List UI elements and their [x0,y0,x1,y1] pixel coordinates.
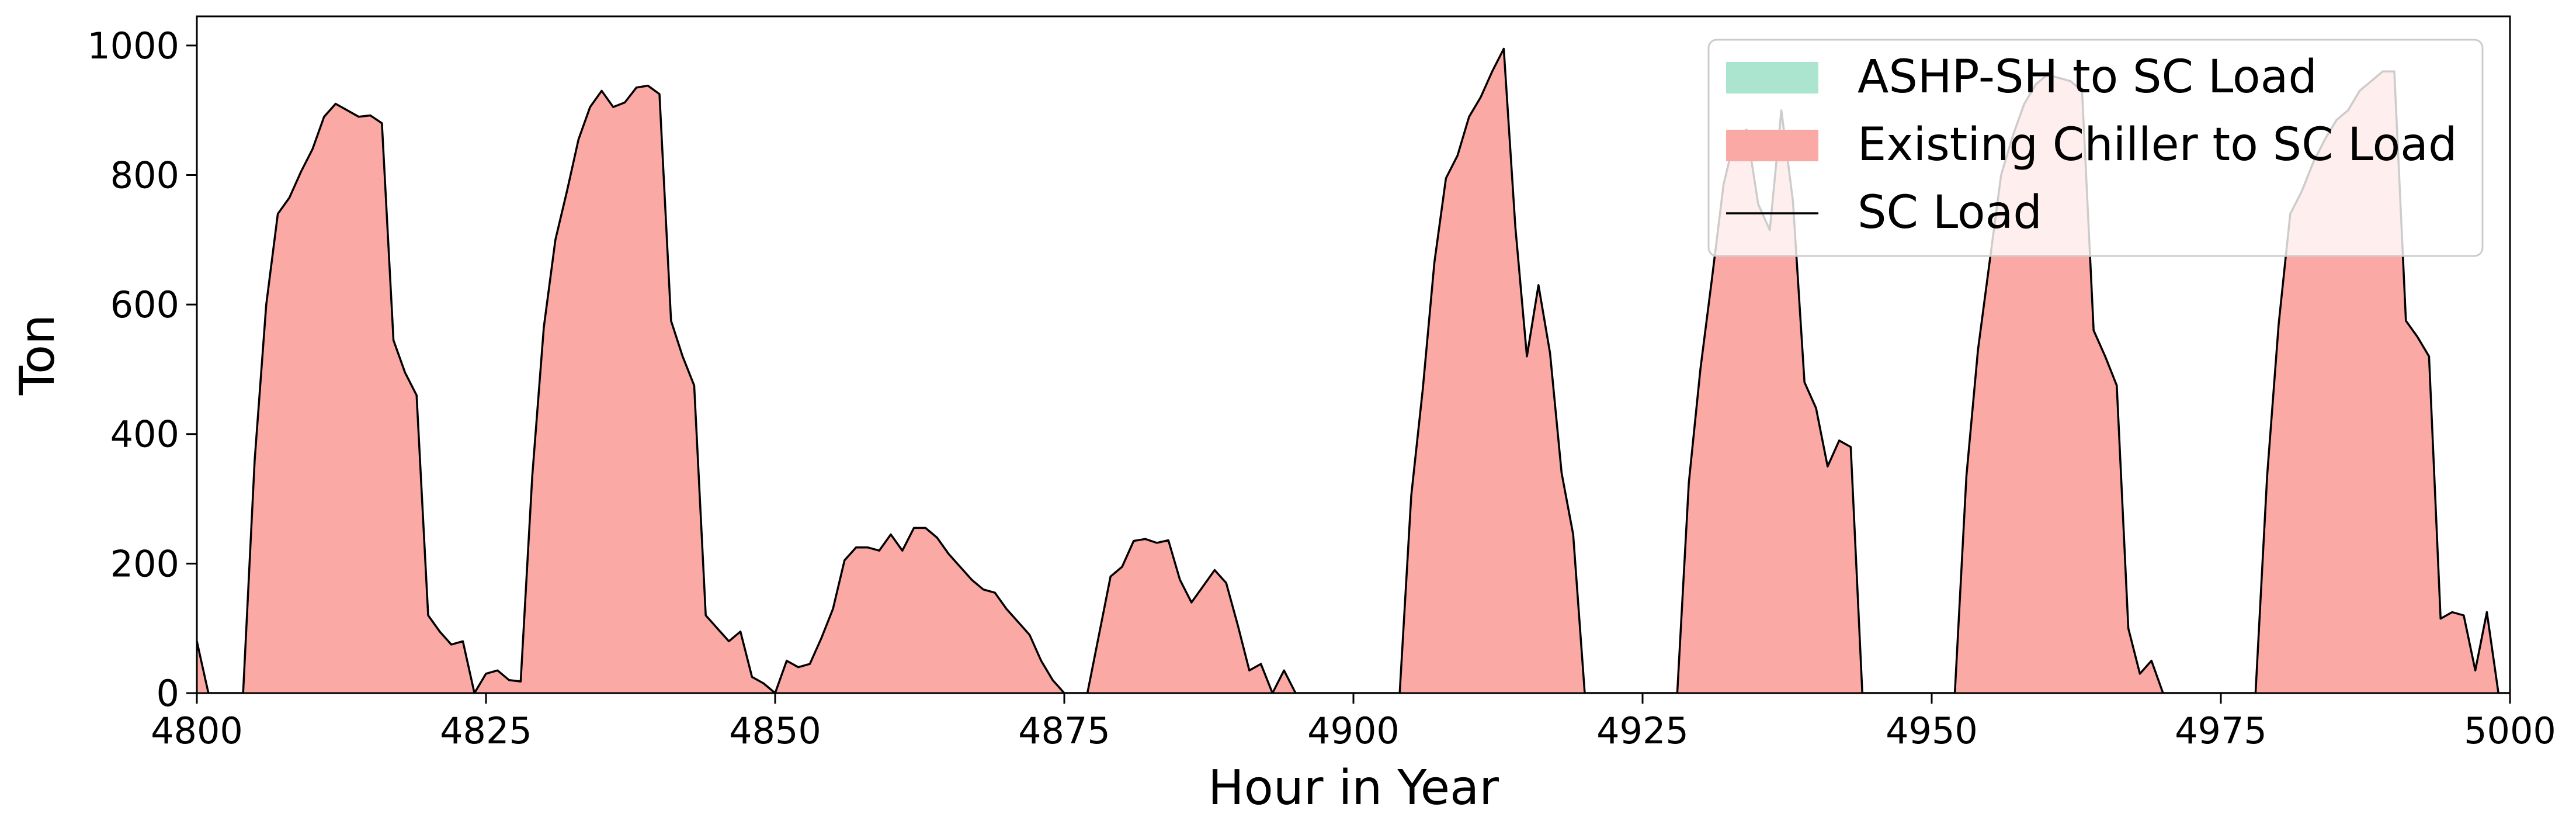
x-tick-label: 5000 [2464,709,2556,752]
y-axis-label: Ton [10,314,65,396]
x-tick-label: 4850 [729,709,821,752]
legend-item-ashp: ASHP-SH to SC Load [1726,51,2317,103]
area-existing-chiller-to-sc-load [197,49,2510,693]
x-tick-label: 4925 [1596,709,1689,752]
legend-label-load: SC Load [1858,186,2042,239]
x-tick-label: 4825 [440,709,532,752]
legend: ASHP-SH to SC Load Existing Chiller to SC… [1707,39,2484,257]
line-sc-load [197,47,2510,693]
y-tick-label: 1000 [87,25,179,67]
x-tick-label: 4975 [2175,709,2267,752]
x-axis-label: Hour in Year [1208,760,1499,816]
legend-label-ashp: ASHP-SH to SC Load [1858,51,2317,103]
x-tick-label: 4900 [1307,709,1400,752]
plot-area [197,47,2510,693]
legend-swatch-chiller [1726,130,1818,161]
legend-box [1707,39,2484,257]
legend-item-chiller: Existing Chiller to SC Load [1726,119,2457,171]
y-tick-label: 600 [110,283,179,326]
y-tick-label: 800 [110,154,179,196]
legend-swatch-ashp [1726,62,1818,94]
x-axis: 4800 4825 4850 4875 4900 4925 4950 4975 5000 [151,693,2556,752]
x-tick-label: 4800 [151,709,243,752]
y-tick-label: 200 [110,542,179,585]
x-tick-label: 4875 [1018,709,1110,752]
legend-item-load: SC Load [1726,186,2042,239]
y-tick-label: 400 [110,413,179,456]
series-group [197,47,2510,693]
y-tick-label: 0 [157,672,179,715]
y-axis: 0 200 400 600 800 1000 [87,25,197,715]
legend-label-chiller: Existing Chiller to SC Load [1858,119,2457,171]
x-tick-label: 4950 [1886,709,1978,752]
